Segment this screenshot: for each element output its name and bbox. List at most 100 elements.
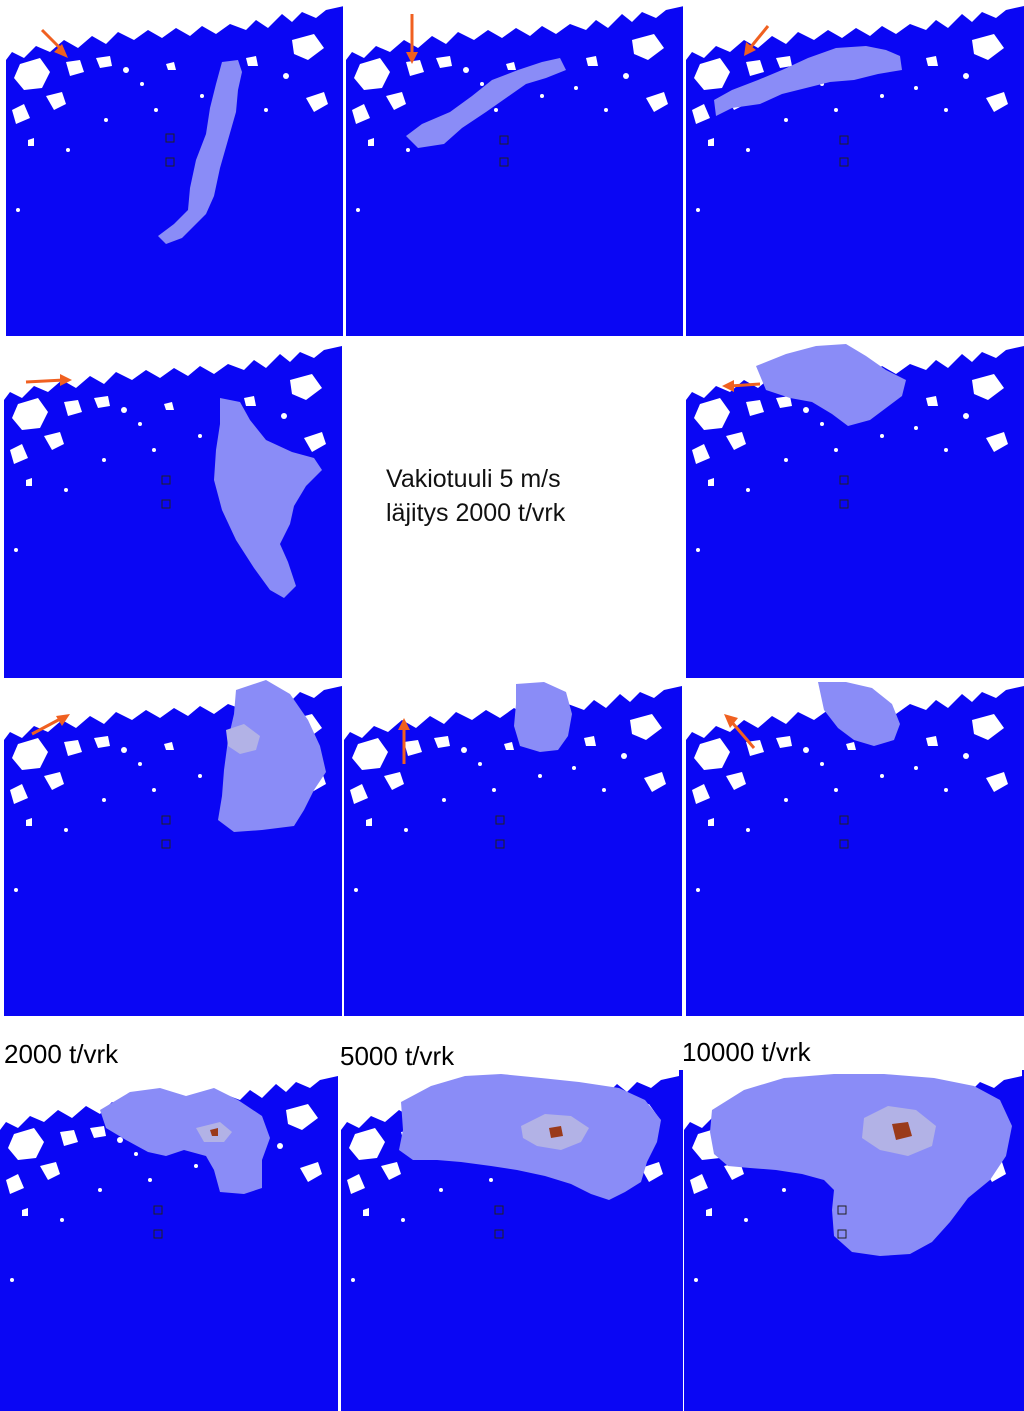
island	[90, 1126, 106, 1138]
monitoring-marker	[839, 157, 849, 167]
islet	[880, 434, 884, 438]
island	[776, 56, 792, 68]
rate-label-10000: 10000 t/vrk	[682, 1037, 811, 1067]
island	[166, 62, 176, 70]
island	[12, 104, 30, 124]
island	[694, 738, 730, 770]
islet	[66, 148, 70, 152]
island	[22, 1208, 28, 1216]
sediment-plume	[714, 46, 902, 116]
island	[972, 374, 1004, 400]
islet	[963, 753, 969, 759]
islet	[489, 1178, 493, 1182]
islet	[538, 774, 542, 778]
island	[692, 104, 710, 124]
islet	[138, 422, 142, 426]
map-panel-wind-1	[6, 0, 343, 336]
wind-arrowhead	[722, 380, 734, 392]
island	[706, 1208, 712, 1216]
island	[776, 396, 792, 408]
island	[64, 400, 82, 416]
island	[692, 444, 710, 464]
islet	[134, 1152, 138, 1156]
island	[352, 738, 388, 770]
island	[708, 478, 714, 486]
islet	[834, 448, 838, 452]
rate-label-2000: 2000 t/vrk	[4, 1039, 119, 1069]
map-panel-rate-10000	[684, 1070, 1024, 1411]
monitoring-marker	[839, 475, 849, 485]
islet	[834, 788, 838, 792]
islet	[621, 753, 627, 759]
islet	[283, 73, 289, 79]
island	[384, 772, 404, 790]
monitoring-marker	[161, 499, 171, 509]
island	[381, 1162, 401, 1180]
islet	[963, 413, 969, 419]
monitoring-marker	[837, 1229, 847, 1239]
island	[644, 772, 666, 792]
monitoring-marker	[153, 1229, 163, 1239]
sediment-plume	[406, 58, 566, 148]
monitoring-marker	[837, 1205, 847, 1215]
islet	[746, 148, 750, 152]
island	[0, 1070, 338, 1130]
island	[10, 784, 28, 804]
islet	[14, 548, 18, 552]
islet	[963, 73, 969, 79]
islet	[14, 888, 18, 892]
islet	[439, 1188, 443, 1192]
islet	[123, 67, 129, 73]
islet	[264, 108, 268, 112]
map-panel-wind-7	[344, 680, 682, 1016]
island	[641, 1162, 663, 1182]
islet	[98, 1188, 102, 1192]
island	[94, 736, 110, 748]
island	[164, 742, 174, 750]
island	[350, 784, 368, 804]
islet	[480, 82, 484, 86]
simulation-caption: Vakiotuuli 5 m/s läjitys 2000 t/vrk	[386, 462, 565, 530]
island	[290, 374, 322, 400]
coastline-land	[344, 680, 682, 892]
monitoring-marker	[499, 135, 509, 145]
wind-arrow	[748, 25, 770, 49]
islet	[744, 1218, 748, 1222]
map-svg	[684, 1070, 1022, 1282]
islet	[784, 798, 788, 802]
islet	[574, 86, 578, 90]
island	[363, 1208, 369, 1216]
islet	[140, 82, 144, 86]
island	[14, 58, 50, 90]
island	[292, 34, 324, 60]
island	[504, 742, 514, 750]
islet	[104, 118, 108, 122]
map-panel-wind-4	[4, 340, 342, 678]
monitoring-marker	[161, 475, 171, 485]
monitoring-marker	[839, 839, 849, 849]
islet	[10, 1278, 14, 1282]
island	[746, 60, 764, 76]
islet	[803, 407, 809, 413]
islet	[351, 1278, 355, 1282]
island	[346, 0, 683, 60]
islet	[746, 488, 750, 492]
map-svg	[0, 1070, 338, 1282]
caption-wind-line: Vakiotuuli 5 m/s	[386, 465, 561, 493]
island	[368, 138, 374, 146]
island	[244, 396, 256, 406]
islet	[121, 747, 127, 753]
wind-arrowhead	[744, 42, 756, 56]
island	[26, 818, 32, 826]
islet	[138, 762, 142, 766]
islet	[944, 108, 948, 112]
islet	[117, 1137, 123, 1143]
island	[286, 1104, 318, 1130]
island	[352, 104, 370, 124]
rate-label-5000: 5000 t/vrk	[340, 1041, 455, 1071]
monitoring-marker	[161, 815, 171, 825]
monitoring-marker	[494, 1205, 504, 1215]
island	[347, 1174, 365, 1194]
island	[6, 1174, 24, 1194]
